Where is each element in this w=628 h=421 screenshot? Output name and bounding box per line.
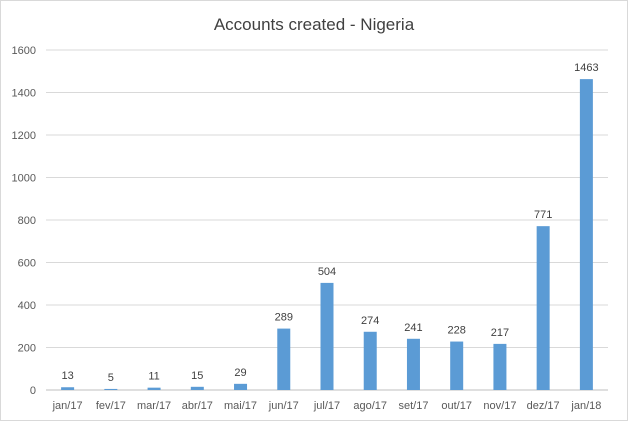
bar	[320, 282, 334, 390]
bars	[61, 79, 593, 391]
x-tick-label: out/17	[441, 400, 472, 412]
bar	[536, 226, 550, 390]
bar	[450, 341, 464, 390]
y-tick-label: 400	[18, 300, 36, 312]
x-tick-label: mai/17	[224, 400, 257, 412]
x-tick-label: jun/17	[268, 400, 299, 412]
data-label: 11	[148, 371, 159, 383]
data-label: 5	[108, 372, 114, 384]
y-tick-label: 1600	[12, 45, 36, 57]
gridlines	[46, 49, 608, 391]
data-label: 217	[491, 327, 509, 339]
data-label: 1463	[574, 62, 598, 74]
bar	[493, 343, 507, 390]
bar	[190, 386, 204, 390]
y-axis: 0 200 400 600 800 1000 1200 1400 1600	[12, 45, 36, 397]
y-tick-label: 1400	[12, 88, 36, 100]
bar	[363, 331, 377, 390]
data-label: 15	[191, 370, 203, 382]
y-tick-label: 1200	[12, 130, 36, 142]
x-tick-label: mar/17	[137, 400, 171, 412]
y-tick-label: 200	[18, 343, 36, 355]
y-tick-label: 600	[18, 258, 36, 270]
bar	[147, 387, 161, 390]
x-tick-label: nov/17	[483, 400, 516, 412]
y-tick-label: 800	[18, 215, 36, 227]
x-tick-label: jan/18	[570, 400, 601, 412]
bar	[277, 328, 291, 390]
bar	[61, 387, 75, 390]
x-tick-label: jul/17	[313, 400, 340, 412]
x-tick-label: dez/17	[527, 400, 560, 412]
y-tick-label: 1000	[12, 173, 36, 185]
data-labels: 13 5 11 15 29 289 504 274 241 228 217 771 1463	[61, 62, 598, 384]
data-label: 274	[361, 315, 379, 327]
data-label: 228	[448, 325, 466, 337]
bar	[234, 383, 248, 390]
x-tick-label: ago/17	[353, 400, 387, 412]
data-label: 504	[318, 266, 336, 278]
data-label: 241	[404, 322, 422, 334]
bar	[406, 338, 420, 390]
data-label: 13	[61, 370, 73, 382]
x-axis: jan/17 fev/17 mar/17 abr/17 mai/17 jun/17 jul/…	[52, 400, 602, 412]
chart-title: Accounts created - Nigeria	[214, 15, 415, 34]
bar	[579, 79, 593, 391]
bar	[104, 388, 118, 390]
data-label: 29	[234, 367, 246, 379]
y-tick-label: 0	[30, 385, 36, 397]
data-label: 771	[534, 209, 552, 221]
x-tick-label: jan/17	[52, 400, 83, 412]
x-tick-label: fev/17	[96, 400, 126, 412]
x-tick-label: set/17	[398, 400, 428, 412]
data-label: 289	[275, 312, 293, 324]
x-tick-label: abr/17	[182, 400, 213, 412]
